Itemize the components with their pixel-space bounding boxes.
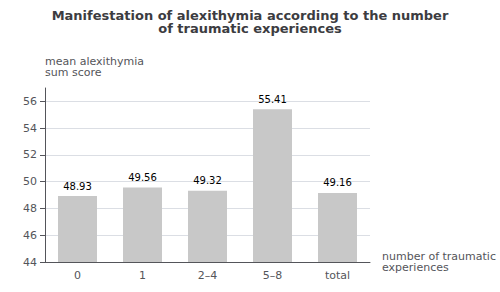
svg-text:49.16: 49.16 xyxy=(323,177,352,188)
svg-text:1: 1 xyxy=(139,269,146,282)
svg-text:49.56: 49.56 xyxy=(128,172,157,183)
svg-text:mean alexithymia: mean alexithymia xyxy=(45,55,144,68)
svg-text:Manifestation of alexithymia a: Manifestation of alexithymia according t… xyxy=(51,8,449,23)
svg-text:total: total xyxy=(325,269,350,282)
svg-text:55.41: 55.41 xyxy=(258,94,287,105)
svg-text:0: 0 xyxy=(74,269,81,282)
svg-text:50: 50 xyxy=(23,175,37,188)
svg-text:of traumatic experiences: of traumatic experiences xyxy=(158,21,342,36)
svg-text:sum score: sum score xyxy=(45,66,102,79)
svg-text:48: 48 xyxy=(23,202,37,215)
svg-text:experiences: experiences xyxy=(382,261,449,274)
svg-text:5–8: 5–8 xyxy=(263,269,283,282)
svg-text:2–4: 2–4 xyxy=(198,269,218,282)
svg-text:44: 44 xyxy=(23,256,37,269)
svg-text:56: 56 xyxy=(23,95,37,108)
svg-text:52: 52 xyxy=(23,148,37,161)
svg-text:46: 46 xyxy=(23,229,37,242)
svg-text:54: 54 xyxy=(23,122,37,135)
svg-text:48.93: 48.93 xyxy=(63,181,92,192)
svg-text:number of traumatic: number of traumatic xyxy=(382,250,496,263)
svg-text:49.32: 49.32 xyxy=(193,175,222,186)
